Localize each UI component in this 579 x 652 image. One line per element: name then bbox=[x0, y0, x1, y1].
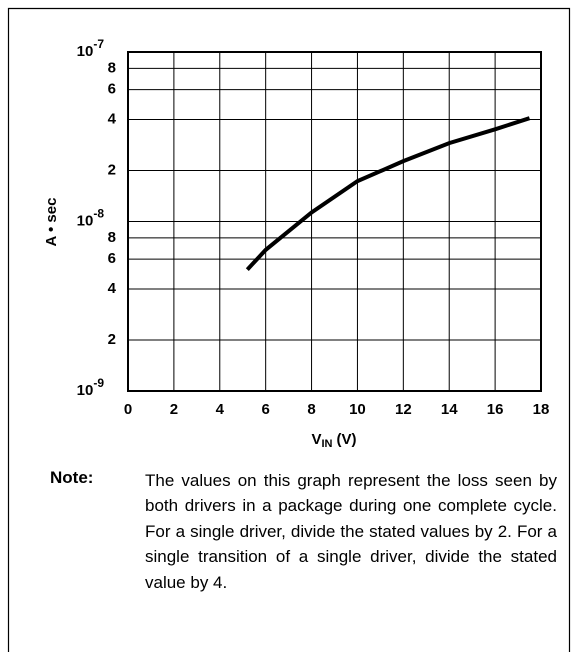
x-label-sub: IN bbox=[322, 438, 333, 450]
y-tick-label: 4 bbox=[108, 280, 117, 297]
x-tick-label: 12 bbox=[395, 401, 412, 418]
y-tick-label: 2 bbox=[108, 161, 116, 178]
y-tick-exponent: -7 bbox=[93, 37, 104, 51]
x-tick-label: 0 bbox=[124, 401, 132, 418]
x-tick-label: 2 bbox=[170, 401, 178, 418]
y-tick-base: 2 bbox=[108, 161, 116, 178]
note-text: The values on this graph represent the l… bbox=[145, 471, 557, 592]
y-axis-label: A • sec bbox=[43, 198, 60, 247]
y-tick-label: 8 bbox=[108, 59, 116, 76]
x-tick-label: 14 bbox=[441, 401, 458, 418]
x-tick-label: 10 bbox=[349, 401, 366, 418]
y-tick-base: 10 bbox=[77, 382, 94, 399]
frame bbox=[7, 7, 571, 652]
y-tick-base: 4 bbox=[108, 280, 117, 297]
y-tick-label: 10-8 bbox=[77, 207, 105, 230]
x-label-main: V bbox=[311, 431, 321, 448]
x-tick-label: 8 bbox=[307, 401, 315, 418]
y-tick-label: 4 bbox=[108, 110, 117, 127]
x-tick-label: 16 bbox=[487, 401, 504, 418]
x-tick-label: 18 bbox=[533, 401, 550, 418]
y-tick-label: 2 bbox=[108, 331, 116, 348]
y-tick-base: 10 bbox=[77, 212, 94, 229]
y-tick-base: 6 bbox=[108, 81, 116, 98]
x-tick-label: 4 bbox=[216, 401, 225, 418]
y-tick-base: 8 bbox=[108, 59, 116, 76]
y-tick-base: 6 bbox=[108, 250, 116, 267]
y-tick-label: 8 bbox=[108, 229, 116, 246]
line bbox=[245, 116, 531, 271]
x-tick-label: 6 bbox=[261, 401, 269, 418]
y-tick-exponent: -8 bbox=[93, 207, 104, 221]
y-tick-label: 10-7 bbox=[77, 37, 105, 60]
y-tick-label: 6 bbox=[108, 250, 116, 267]
y-tick-base: 2 bbox=[108, 331, 116, 348]
y-tick-label: 10-9 bbox=[77, 376, 105, 399]
y-tick-base: 8 bbox=[108, 229, 116, 246]
x-axis-label: VIN (V) bbox=[311, 431, 356, 450]
y-tick-base: 10 bbox=[77, 43, 94, 60]
y-tick-exponent: -9 bbox=[93, 376, 104, 390]
x-label-unit: (V) bbox=[337, 431, 357, 448]
note-label: Note: bbox=[50, 468, 94, 487]
plot-border bbox=[127, 51, 542, 392]
y-tick-label: 6 bbox=[108, 81, 116, 98]
y-tick-base: 4 bbox=[108, 110, 117, 127]
